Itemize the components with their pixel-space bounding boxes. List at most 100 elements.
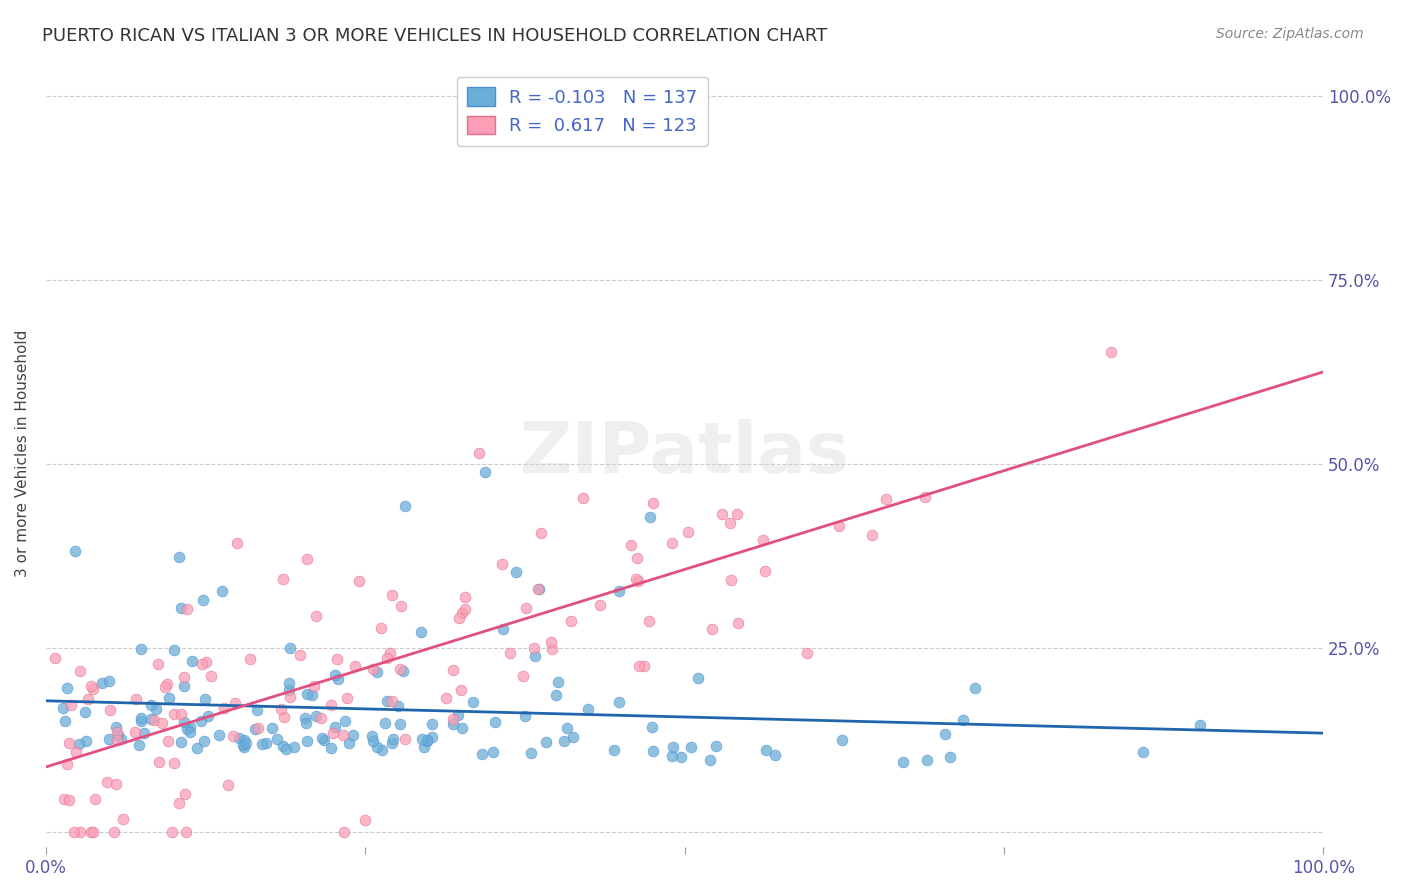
Point <box>725 508 748 522</box>
Point <box>588 599 610 613</box>
Point <box>576 702 599 716</box>
Point <box>76 692 98 706</box>
Point <box>297 552 319 566</box>
Point <box>105 777 128 791</box>
Point <box>378 646 401 660</box>
Point <box>515 600 537 615</box>
Point <box>266 731 288 746</box>
Point <box>124 724 146 739</box>
Point <box>607 584 630 599</box>
Point <box>186 740 208 755</box>
Point <box>711 507 734 521</box>
Point <box>627 659 650 673</box>
Point <box>143 713 166 727</box>
Point <box>547 674 569 689</box>
Point <box>254 736 277 750</box>
Point <box>104 720 127 734</box>
Point <box>860 528 883 542</box>
Point <box>51 701 73 715</box>
Point <box>222 729 245 743</box>
Point <box>103 825 125 839</box>
Point <box>288 648 311 663</box>
Point <box>277 676 299 690</box>
Point <box>454 601 477 615</box>
Point <box>627 574 650 589</box>
Point <box>243 722 266 736</box>
Point <box>297 687 319 701</box>
Point <box>141 712 163 726</box>
Point <box>411 624 433 639</box>
Point <box>80 679 103 693</box>
Point <box>58 793 80 807</box>
Point <box>524 648 547 663</box>
Point <box>278 683 301 698</box>
Point <box>173 671 195 685</box>
Point <box>217 779 239 793</box>
Point <box>321 698 343 712</box>
Point <box>190 714 212 728</box>
Point <box>831 732 853 747</box>
Point <box>179 721 201 735</box>
Point <box>394 732 416 747</box>
Point <box>434 691 457 706</box>
Point <box>73 705 96 719</box>
Point <box>169 796 191 810</box>
Point <box>80 825 103 839</box>
Point <box>157 734 180 748</box>
Point <box>321 741 343 756</box>
Point <box>380 694 402 708</box>
Point <box>163 706 186 721</box>
Point <box>195 656 218 670</box>
Point <box>55 714 77 729</box>
Point <box>60 698 83 712</box>
Point <box>271 739 294 754</box>
Point <box>271 572 294 586</box>
Point <box>441 716 464 731</box>
Point <box>274 741 297 756</box>
Point <box>273 709 295 723</box>
Point <box>415 733 437 747</box>
Point <box>160 825 183 839</box>
Point <box>197 709 219 723</box>
Point <box>498 646 520 660</box>
Point <box>1099 345 1122 359</box>
Point <box>91 676 114 690</box>
Point <box>375 694 398 708</box>
Point <box>302 679 325 693</box>
Point <box>534 735 557 749</box>
Point <box>156 676 179 690</box>
Point <box>200 669 222 683</box>
Point <box>332 825 354 839</box>
Point <box>139 698 162 712</box>
Point <box>512 669 534 683</box>
Point <box>389 662 412 676</box>
Point <box>720 574 742 588</box>
Point <box>1189 718 1212 732</box>
Point <box>305 709 328 723</box>
Point <box>561 731 583 745</box>
Point <box>305 609 328 624</box>
Point <box>389 599 412 613</box>
Point <box>354 814 377 828</box>
Point <box>420 717 443 731</box>
Point <box>360 729 382 743</box>
Point <box>63 544 86 558</box>
Point <box>232 738 254 752</box>
Point <box>342 728 364 742</box>
Point <box>441 712 464 726</box>
Point <box>44 651 66 665</box>
Point <box>128 738 150 752</box>
Point <box>681 739 703 754</box>
Point <box>661 535 683 549</box>
Point <box>934 727 956 741</box>
Point <box>326 652 349 666</box>
Point <box>796 646 818 660</box>
Point <box>150 715 173 730</box>
Point <box>361 663 384 677</box>
Point <box>145 702 167 716</box>
Point <box>58 736 80 750</box>
Point <box>661 749 683 764</box>
Point <box>557 721 579 735</box>
Point <box>146 657 169 672</box>
Point <box>69 664 91 678</box>
